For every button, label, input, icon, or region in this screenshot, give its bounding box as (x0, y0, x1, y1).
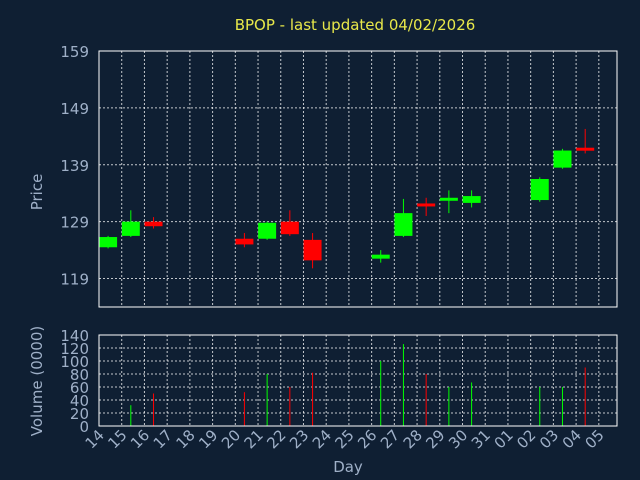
candle-body (530, 179, 549, 201)
volume-y-tick-label: 120 (60, 340, 89, 358)
volume-gridlines (98, 334, 617, 427)
volume-bars (130, 344, 586, 426)
candle-body (258, 222, 277, 239)
candle-body (553, 150, 572, 168)
volume-y-tick-label: 20 (70, 405, 89, 423)
candle-body (394, 213, 413, 236)
price-y-tick-label: 129 (60, 214, 89, 232)
volume-y-tick-label: 60 (70, 379, 89, 397)
price-y-tick-label: 149 (60, 100, 89, 118)
price-plot-frame (98, 50, 618, 308)
volume-y-tick-label: 140 (60, 327, 89, 345)
candle-body (99, 237, 118, 248)
candle-body (417, 203, 436, 207)
volume-y-tick-label: 80 (70, 366, 89, 384)
price-gridlines (98, 50, 617, 307)
candle-body (439, 197, 458, 201)
price-y-tick-labels: 119 129 139 149 159 (60, 43, 89, 289)
candle-body (576, 147, 595, 151)
price-y-tick-label: 139 (60, 157, 89, 175)
candle-body (144, 221, 163, 227)
x-tick-labels: 1415161718192021222324252627282930310102… (82, 426, 608, 452)
candle-body (371, 254, 390, 259)
price-axis-label: Price (28, 174, 46, 211)
candle-body (235, 238, 254, 245)
volume-plot-frame (98, 334, 618, 427)
volume-y-tick-label: 40 (70, 392, 89, 410)
x-tick-label: 05 (581, 426, 607, 452)
price-panel: 119 129 139 149 159 (60, 43, 618, 308)
volume-y-tick-label: 100 (60, 353, 89, 371)
candle-body (462, 196, 481, 203)
candlesticks (99, 128, 595, 269)
volume-y-tick-label: 0 (79, 418, 89, 436)
candle-body (280, 221, 299, 235)
price-y-tick-label: 119 (60, 271, 89, 289)
candle-body (303, 239, 322, 261)
price-y-tick-label: 159 (60, 43, 89, 61)
chart-title: BPOP - last updated 04/02/2026 (235, 16, 476, 34)
candle-body (121, 221, 140, 236)
x-axis-label: Day (333, 458, 363, 476)
volume-axis-label: Volume (0000) (28, 326, 46, 436)
